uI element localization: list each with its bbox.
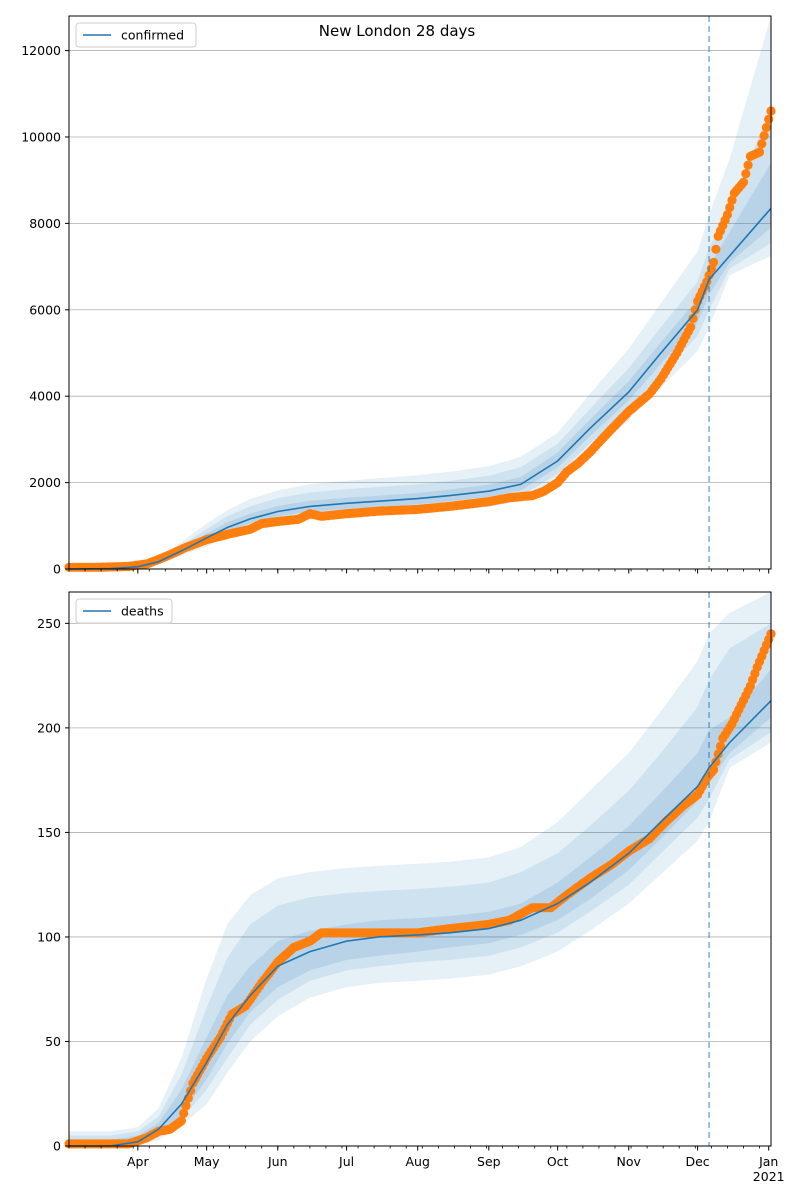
legend-box — [75, 598, 173, 624]
legend-label: confirmed — [121, 28, 184, 43]
y-tick-label: 8000 — [29, 216, 61, 231]
x-tick-label: Dec — [685, 1154, 709, 1169]
observed-point — [709, 765, 719, 775]
x-tick-label: Apr — [127, 1154, 149, 1169]
axes-frame — [68, 15, 772, 570]
observed-point — [709, 257, 719, 267]
observed-point — [176, 1116, 186, 1126]
y-tick-label: 2000 — [29, 475, 61, 490]
observed-points — [64, 629, 776, 1149]
x-tick-label-line: Jan — [758, 1154, 778, 1169]
uncertainty-band — [69, 623, 771, 1146]
observed-point — [764, 114, 774, 124]
x-tick-label-line: Jun — [267, 1154, 288, 1169]
x-tick-label-line: May — [194, 1154, 220, 1169]
observed-point — [722, 210, 733, 220]
observed-point — [754, 147, 765, 157]
y-tick-label: 0 — [53, 562, 61, 577]
observed-point — [727, 195, 737, 205]
y-tick-label: 0 — [53, 1139, 61, 1154]
legend-label: deaths — [121, 604, 164, 619]
uncertainty-band — [69, 592, 771, 1146]
observed-point — [686, 322, 696, 332]
observed-point — [761, 122, 772, 133]
observed-points — [64, 106, 776, 572]
deaths-panel: 0 50 100 150 200 250 Apr May Jun Jul Aug Sep Oct Nov D… — [37, 591, 785, 1184]
model-median-line — [68, 207, 772, 570]
y-tick-label: 150 — [37, 825, 61, 840]
model-median-line — [69, 700, 772, 1147]
x-tick-label: Aug — [405, 1154, 429, 1169]
confirmed-panel: 0 2000 4000 6000 8000 10000 12000 confirmed — [21, 15, 776, 577]
observed-point — [757, 139, 767, 149]
observed-point — [690, 305, 700, 315]
axes-frame — [68, 591, 772, 1147]
y-tick-label: 200 — [37, 720, 61, 735]
observed-point — [759, 131, 769, 141]
y-tick-label: 250 — [37, 616, 61, 631]
x-tick-label-line: Dec — [685, 1154, 709, 1169]
x-tick-label-line: Oct — [547, 1154, 569, 1169]
observed-point — [713, 749, 723, 759]
y-tick-label: 4000 — [29, 389, 61, 404]
observed-point — [715, 741, 726, 751]
observed-point — [711, 757, 721, 767]
observed-point — [725, 202, 735, 213]
x-tick-label-line: Jul — [338, 1154, 354, 1169]
x-tick-label: May — [194, 1154, 220, 1169]
observed-point — [688, 313, 698, 323]
x-tick-label-line: 2021 — [753, 1169, 785, 1184]
uncertainty-band — [69, 16, 771, 569]
x-tick-label-line: Nov — [617, 1154, 642, 1169]
y-tick-label: 6000 — [29, 302, 61, 317]
y-tick-label: 10000 — [21, 129, 61, 144]
x-tick-label-line: Aug — [405, 1154, 429, 1169]
observed-point — [711, 244, 721, 254]
legend-box — [75, 22, 197, 48]
y-tick-label: 50 — [45, 1034, 61, 1049]
x-tick-label-line: Apr — [127, 1154, 149, 1169]
x-tick-label: Jul — [338, 1154, 354, 1169]
x-tick-label: Jan 2021 — [753, 1154, 785, 1184]
x-tick-label: Oct — [547, 1154, 569, 1169]
x-tick-label: Sep — [477, 1154, 501, 1169]
y-tick-label: 100 — [37, 929, 61, 944]
y-tick-label: 12000 — [21, 43, 61, 58]
x-tick-label: Nov — [617, 1154, 642, 1169]
observed-point — [741, 169, 751, 179]
observed-point — [738, 177, 749, 187]
observed-point — [179, 1108, 189, 1118]
x-tick-label: Jun — [267, 1154, 288, 1169]
observed-point — [181, 1101, 191, 1111]
x-tick-label-line: Sep — [477, 1154, 501, 1169]
figure-title: New London 28 days — [319, 22, 476, 40]
observed-point — [743, 160, 753, 170]
